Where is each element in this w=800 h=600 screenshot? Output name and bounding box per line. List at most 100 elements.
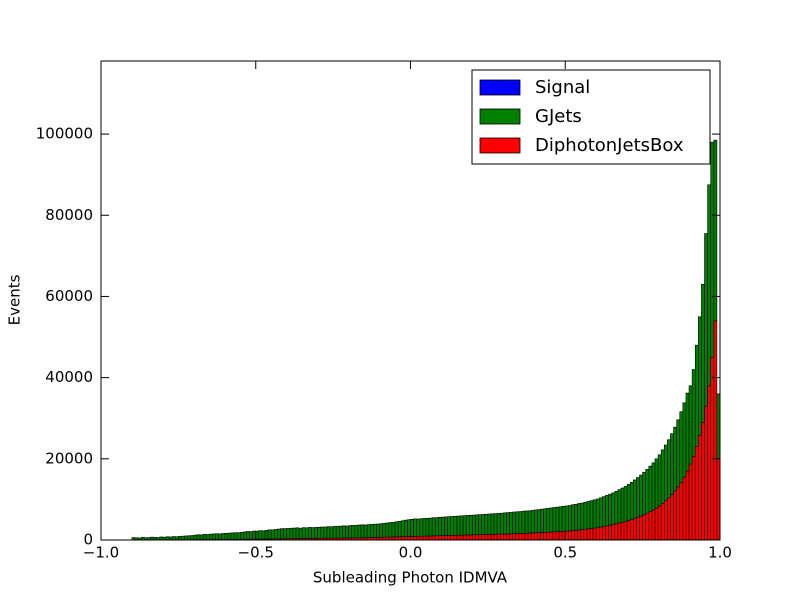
bar xyxy=(292,527,297,539)
bar xyxy=(441,516,445,536)
bar xyxy=(212,533,216,540)
bar xyxy=(258,530,263,540)
bar xyxy=(586,501,591,530)
bar xyxy=(465,515,470,536)
bar xyxy=(475,514,479,536)
bar xyxy=(308,527,312,539)
bar xyxy=(171,536,176,541)
bar xyxy=(181,535,185,540)
bar xyxy=(704,405,708,541)
bar xyxy=(598,497,603,528)
bar xyxy=(546,508,551,533)
bar xyxy=(645,469,650,514)
bar xyxy=(264,529,269,540)
bar xyxy=(413,518,417,537)
bar xyxy=(694,344,699,447)
bar xyxy=(348,525,352,539)
bar xyxy=(586,528,591,541)
bar xyxy=(710,141,715,358)
bar xyxy=(614,523,619,541)
bar xyxy=(583,528,588,541)
bar xyxy=(540,532,544,541)
bar xyxy=(450,516,455,536)
bar xyxy=(434,517,439,537)
bar xyxy=(156,537,161,541)
bar xyxy=(422,535,427,541)
bar xyxy=(660,449,665,504)
bar xyxy=(499,512,504,535)
bar xyxy=(469,534,473,541)
bar xyxy=(459,534,464,541)
bar xyxy=(608,493,612,526)
bar xyxy=(623,521,628,541)
bar xyxy=(431,535,436,541)
bar xyxy=(620,521,625,541)
bar xyxy=(165,536,170,541)
bar xyxy=(159,536,164,541)
bar xyxy=(314,527,318,539)
bar xyxy=(667,439,671,499)
x-tick-label: 1.0 xyxy=(708,544,732,562)
bar xyxy=(481,534,486,541)
bar xyxy=(459,515,464,536)
bar xyxy=(493,513,498,535)
bar xyxy=(633,518,637,541)
bar xyxy=(354,525,359,539)
legend: Signal GJets DiphotonJetsBox xyxy=(471,69,711,165)
bar xyxy=(388,522,393,538)
bar xyxy=(503,533,507,541)
bar xyxy=(688,385,693,465)
bar xyxy=(663,444,668,501)
bar xyxy=(298,527,303,539)
bar xyxy=(162,536,167,541)
bar xyxy=(667,497,671,541)
bar xyxy=(595,527,600,541)
bar xyxy=(651,462,656,511)
bar xyxy=(568,505,572,532)
bar xyxy=(202,534,207,540)
bar xyxy=(518,511,523,534)
bar xyxy=(434,535,439,541)
bar xyxy=(484,513,489,535)
bar xyxy=(685,470,690,541)
bar xyxy=(193,534,198,540)
bar xyxy=(397,521,402,538)
bar xyxy=(428,535,433,541)
bar xyxy=(465,534,470,541)
bar xyxy=(654,458,659,509)
bar xyxy=(605,495,609,527)
bar xyxy=(524,510,529,534)
bar xyxy=(691,456,696,541)
bar xyxy=(493,533,498,541)
bar xyxy=(472,534,476,541)
y-axis-label: Events xyxy=(6,274,24,325)
bar xyxy=(168,536,173,541)
bar xyxy=(246,531,250,540)
bar xyxy=(376,523,380,538)
bar xyxy=(382,523,387,538)
bar xyxy=(413,536,417,541)
bar xyxy=(320,526,325,539)
bar xyxy=(636,516,640,541)
bar xyxy=(178,536,182,541)
bar xyxy=(196,534,201,540)
bar xyxy=(670,494,674,541)
bar xyxy=(329,526,334,539)
bar xyxy=(472,514,476,536)
bar xyxy=(595,498,600,528)
bar xyxy=(533,532,538,541)
bar xyxy=(227,532,232,540)
bar xyxy=(174,536,179,541)
bar xyxy=(345,525,349,539)
bar xyxy=(400,520,405,537)
bar xyxy=(639,515,643,541)
bar xyxy=(218,533,223,540)
bar xyxy=(478,514,482,535)
bar xyxy=(215,533,219,540)
bar xyxy=(626,484,631,521)
bar xyxy=(274,529,278,540)
bar xyxy=(453,515,458,536)
bar xyxy=(515,533,520,541)
bar xyxy=(713,139,718,322)
legend-label: GJets xyxy=(535,106,582,127)
